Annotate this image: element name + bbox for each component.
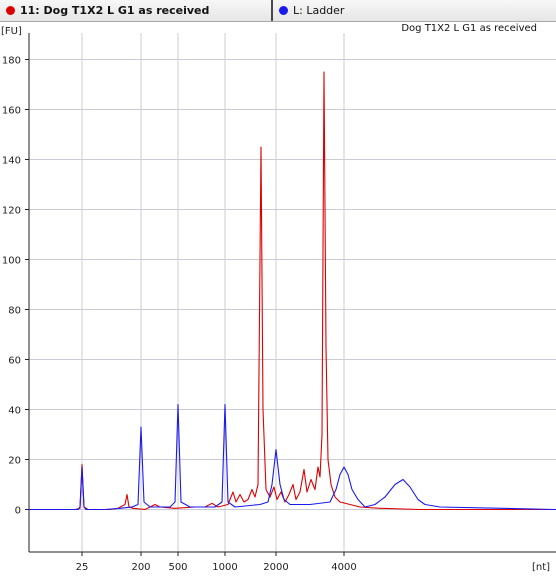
series-lines (29, 71, 556, 511)
chart-grid (29, 33, 556, 552)
x-ticks: 25 200 500 1000 2000 4000 (76, 552, 357, 573)
tab-sample-11[interactable]: 11: Dog T1X2 L G1 as received (0, 0, 271, 21)
sample-trace-line (29, 71, 556, 511)
y-tick-label: 20 (8, 456, 21, 467)
sample-red-dot-icon (6, 6, 15, 15)
chart-title: Dog T1X2 L G1 as received (401, 23, 537, 34)
y-tick-label: 160 (2, 106, 21, 117)
tab-divider (271, 0, 273, 21)
y-tick-label: 80 (8, 306, 21, 317)
ladder-blue-dot-icon (279, 6, 288, 15)
y-tick-label: 0 (15, 506, 21, 517)
y-tick-label: 140 (2, 156, 21, 167)
x-tick-label: 25 (76, 562, 89, 573)
tab-sample-label: 11: Dog T1X2 L G1 as received (20, 4, 210, 17)
y-axis-label: [FU] (1, 26, 22, 37)
electropherogram-chart: [FU] [nt] Dog T1X2 L G1 as received 0 20 4… (1, 23, 556, 573)
tab-ladder[interactable]: L: Ladder (273, 0, 556, 21)
x-tick-label: 1000 (212, 562, 237, 573)
x-tick-label: 4000 (331, 562, 356, 573)
y-tick-label: 40 (8, 406, 21, 417)
ladder-trace-line (29, 403, 556, 511)
tab-ladder-label: L: Ladder (293, 4, 345, 17)
y-tick-label: 100 (2, 256, 21, 267)
x-tick-label: 200 (131, 562, 150, 573)
y-tick-label: 180 (2, 56, 21, 67)
x-tick-label: 2000 (263, 562, 288, 573)
y-ticks: 0 20 40 60 80 100 120 140 160 180 (2, 56, 29, 517)
y-tick-label: 60 (8, 356, 21, 367)
x-tick-label: 500 (168, 562, 187, 573)
x-axis-label: [nt] (532, 562, 550, 573)
y-tick-label: 120 (2, 206, 21, 217)
tab-bar: 11: Dog T1X2 L G1 as received L: Ladder (0, 0, 556, 22)
